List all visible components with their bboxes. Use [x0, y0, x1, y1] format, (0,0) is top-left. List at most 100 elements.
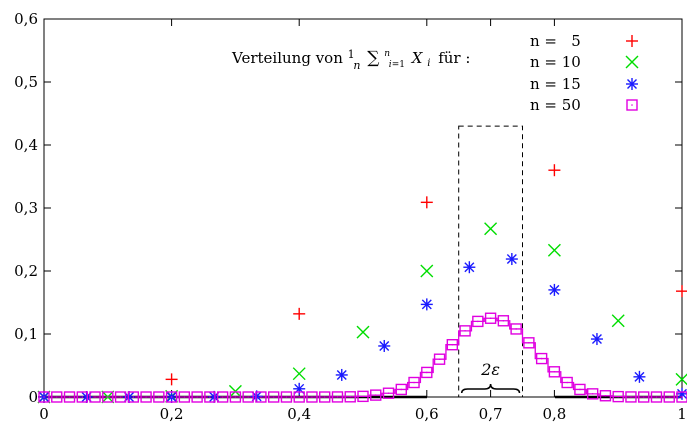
legend-title: Verteilung von 1 n ∑ n i=1 X i für :: [231, 42, 470, 73]
data-point: [676, 285, 687, 298]
data-point: [420, 196, 433, 209]
series-3: [38, 312, 687, 403]
data-point: [127, 391, 140, 403]
data-point: [335, 368, 348, 381]
legend-marker: [626, 99, 638, 111]
data-point: [344, 391, 356, 403]
data-point: [229, 391, 242, 403]
data-point: [204, 391, 216, 403]
data-point: [38, 391, 50, 403]
data-point: [165, 391, 178, 403]
y-tick-label: 0,4: [14, 136, 38, 154]
epsilon-interval-box: [458, 125, 524, 398]
y-tick-label: 0,5: [14, 73, 38, 91]
data-point: [561, 376, 573, 389]
y-tick-label: 0,3: [14, 199, 38, 217]
data-point: [242, 391, 254, 403]
data-point: [548, 366, 561, 378]
data-point: [292, 367, 306, 381]
data-point: [420, 298, 433, 311]
data-point: [638, 391, 650, 403]
x-tick-label: 0,7: [479, 405, 503, 423]
data-point: [114, 391, 127, 403]
data-point: [510, 323, 522, 335]
legend-marker: [626, 35, 638, 47]
legend-marker: [625, 55, 639, 69]
data-point: [446, 339, 459, 351]
data-point: [293, 307, 306, 320]
data-point: [153, 391, 165, 403]
data-point: [165, 373, 178, 386]
data-point: [459, 325, 471, 337]
data-point: [676, 387, 687, 400]
legend-marker: [626, 78, 638, 90]
data-point: [63, 391, 76, 403]
series-0: [38, 164, 687, 403]
data-point: [331, 391, 344, 403]
y-tick-label: 0: [28, 388, 38, 406]
x-tick-label: 0,2: [160, 405, 184, 423]
x-tick-label: 0: [39, 405, 49, 423]
axes: 0 0,1 0,2 0,3 0,4 0,5 0,6 0 0,2 0,4 0,6 0,7 0,8 1: [14, 10, 687, 423]
data-point: [408, 376, 420, 389]
data-point: [280, 391, 293, 403]
x-tick-label: 0,6: [415, 405, 439, 423]
data-point: [586, 388, 599, 400]
data-point: [484, 312, 497, 324]
data-point: [255, 391, 267, 403]
data-point: [633, 370, 646, 383]
legend-label: n = 15: [530, 75, 581, 93]
data-point: [505, 253, 518, 266]
data-point: [590, 333, 603, 346]
data-point: [267, 391, 280, 403]
data-point: [395, 383, 407, 396]
y-tick-label: 0,6: [14, 10, 38, 28]
data-point: [611, 314, 625, 328]
legend-items: n = 5 n = 10 n = 15 n = 50: [530, 32, 639, 114]
series-n50-step-line: [44, 317, 682, 398]
epsilon-brace: [460, 383, 521, 394]
legend-label: n = 10: [530, 53, 581, 71]
data-point: [191, 391, 203, 403]
data-point: [547, 243, 561, 257]
data-point: [612, 390, 624, 403]
data-point: [378, 339, 391, 352]
data-point: [51, 391, 63, 403]
data-point: [574, 383, 586, 396]
data-point: [625, 391, 637, 403]
data-point: [420, 264, 434, 278]
x-tick-label: 1: [677, 405, 687, 423]
data-point: [76, 391, 88, 403]
data-point: [463, 261, 476, 274]
legend-label: n = 5: [530, 32, 581, 50]
data-point: [382, 387, 395, 399]
data-point: [484, 222, 498, 236]
data-point: [548, 164, 561, 177]
data-point: [357, 390, 369, 403]
data-point: [319, 391, 331, 403]
data-point: [676, 391, 687, 403]
data-point: [497, 315, 510, 327]
epsilon-label: 2ε: [480, 360, 500, 379]
data-point: [548, 283, 561, 296]
data-point: [216, 391, 229, 403]
data-point: [472, 315, 484, 328]
data-point: [89, 391, 101, 403]
data-point: [535, 352, 548, 365]
data-point: [293, 382, 306, 395]
data-point: [650, 391, 663, 403]
data-point: [178, 391, 191, 403]
data-point: [675, 372, 687, 386]
legend: Verteilung von 1 n ∑ n i=1 X i für : n =…: [231, 32, 639, 114]
data-point: [102, 391, 114, 403]
x-tick-label: 0,4: [287, 405, 311, 423]
data-point: [293, 391, 305, 403]
y-tick-label: 0,2: [14, 262, 38, 280]
y-tick-label: 0,1: [14, 325, 38, 343]
data-point: [140, 391, 152, 403]
data-point: [663, 391, 675, 403]
data-point: [523, 337, 535, 349]
data-point: [433, 353, 446, 365]
legend-label: n = 50: [530, 96, 581, 114]
